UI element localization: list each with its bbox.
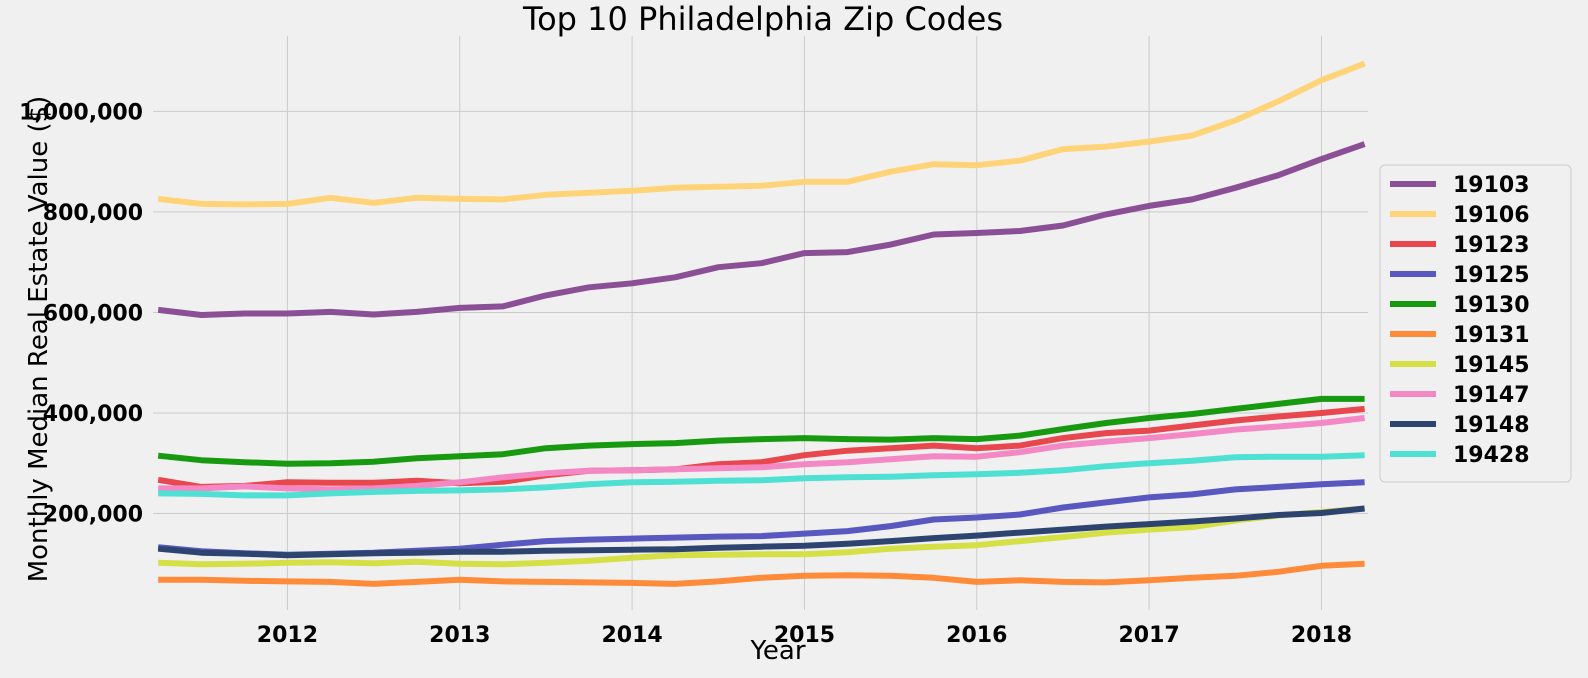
y-tick-label: 600,000 <box>43 301 143 326</box>
legend-label: 19131 <box>1453 323 1530 348</box>
legend-label: 19428 <box>1453 443 1530 468</box>
legend-item-19123: 19123 <box>1390 233 1530 258</box>
legend-item-19148: 19148 <box>1390 413 1530 438</box>
chart-title: Top 10 Philadelphia Zip Codes <box>522 0 1003 38</box>
series-line-19131 <box>158 560 1365 587</box>
legend-item-19145: 19145 <box>1390 353 1530 378</box>
series-line-19148 <box>157 505 1365 559</box>
x-tick-label: 2014 <box>601 623 662 648</box>
y-tick-label: 1,000,000 <box>19 100 143 125</box>
legend-item-19428: 19428 <box>1390 443 1530 468</box>
legend-item-19106: 19106 <box>1390 203 1530 228</box>
x-tick-label: 2015 <box>774 623 835 648</box>
legend: 19103 19106 19123 19125 19130 19131 19145 19147… <box>1379 164 1572 483</box>
series-line-19428 <box>158 452 1365 499</box>
x-tick-label: 2012 <box>257 623 318 648</box>
y-axis-ticks: 200,000 400,000 600,000 800,000 1,000,000 <box>19 100 143 527</box>
legend-item-19131: 19131 <box>1390 323 1530 348</box>
x-tick-label: 2016 <box>946 623 1007 648</box>
series-line-19145 <box>158 505 1365 568</box>
legend-label: 19123 <box>1453 233 1530 258</box>
series-line-19147 <box>158 415 1365 493</box>
legend-label: 19147 <box>1453 383 1530 408</box>
x-axis-ticks: 2012 2013 2014 2015 2016 2017 2018 <box>257 623 1352 648</box>
x-tick-label: 2017 <box>1119 623 1180 648</box>
y-tick-label: 400,000 <box>43 402 143 427</box>
legend-item-19147: 19147 <box>1390 383 1530 408</box>
y-tick-label: 800,000 <box>43 201 143 226</box>
x-axis-label: Year <box>749 636 805 666</box>
legend-label: 19148 <box>1453 413 1530 438</box>
legend-label: 19130 <box>1453 293 1530 318</box>
legend-label: 19106 <box>1453 203 1530 228</box>
series-line-19123 <box>157 405 1365 490</box>
legend-label: 19103 <box>1453 173 1530 198</box>
series-line-19106 <box>157 60 1366 208</box>
x-tick-label: 2018 <box>1291 623 1352 648</box>
legend-label: 19125 <box>1453 263 1530 288</box>
grid <box>153 36 1368 610</box>
y-tick-label: 200,000 <box>43 502 143 527</box>
legend-item-19103: 19103 <box>1390 173 1530 198</box>
series-lines <box>157 60 1366 587</box>
y-axis-label: Monthly Median Real Estate Value ($) <box>24 96 54 583</box>
series-line-19130 <box>157 395 1365 467</box>
legend-item-19125: 19125 <box>1390 263 1530 288</box>
legend-label: 19145 <box>1453 353 1530 378</box>
legend-item-19130: 19130 <box>1390 293 1530 318</box>
x-tick-label: 2013 <box>429 623 490 648</box>
series-line-19103 <box>157 141 1366 318</box>
